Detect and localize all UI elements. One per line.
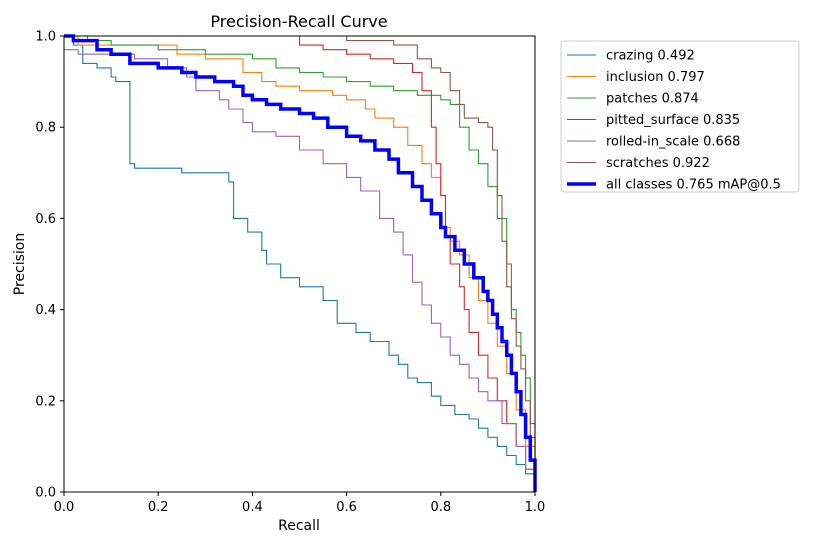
series-lines: [64, 34, 537, 492]
y-axis-title: Precision: [12, 233, 28, 295]
x-tick-label: 0.0: [54, 500, 75, 515]
x-tick-label: 0.4: [242, 500, 263, 515]
x-axis-title: Recall: [278, 518, 320, 534]
x-tick-label: 1.0: [525, 500, 546, 515]
x-axis-ticks: 0.0 0.2 0.4 0.6 0.8 1.0: [54, 492, 546, 515]
y-axis-ticks: 0.0 0.2 0.4 0.6 0.8 1.0: [35, 30, 64, 501]
series-line-2: [64, 35, 536, 492]
y-tick-label: 0.2: [35, 394, 56, 409]
series-line-0: [64, 35, 536, 492]
legend-label-6: all classes 0.765 mAP@0.5: [606, 178, 781, 193]
series-line-6: [64, 34, 537, 492]
x-tick-label: 0.8: [430, 500, 451, 515]
legend-label-1: inclusion 0.797: [606, 70, 705, 85]
x-tick-label: 0.6: [336, 500, 357, 515]
legend-label-0: crazing 0.492: [606, 49, 695, 64]
plot-frame: [63, 35, 536, 493]
y-tick-label: 1.0: [35, 30, 56, 45]
legend-label-4: rolled-in_scale 0.668: [606, 135, 740, 150]
series-line-5: [64, 35, 536, 492]
legend-label-2: patches 0.874: [606, 92, 699, 107]
x-tick-label: 0.2: [148, 500, 169, 515]
legend: crazing 0.492 inclusion 0.797 patches 0.87…: [560, 40, 800, 193]
series-line-1: [64, 35, 536, 492]
y-tick-label: 0.6: [35, 212, 56, 227]
y-tick-label: 0.4: [35, 303, 56, 318]
series-line-4: [64, 49, 536, 492]
legend-label-5: scratches 0.922: [606, 156, 710, 171]
legend-box: [560, 40, 800, 193]
legend-label-3: pitted_surface 0.835: [606, 113, 740, 128]
y-tick-label: 0.8: [35, 121, 56, 136]
y-tick-label: 0.0: [35, 486, 56, 501]
chart-title: Precision-Recall Curve: [210, 12, 387, 31]
